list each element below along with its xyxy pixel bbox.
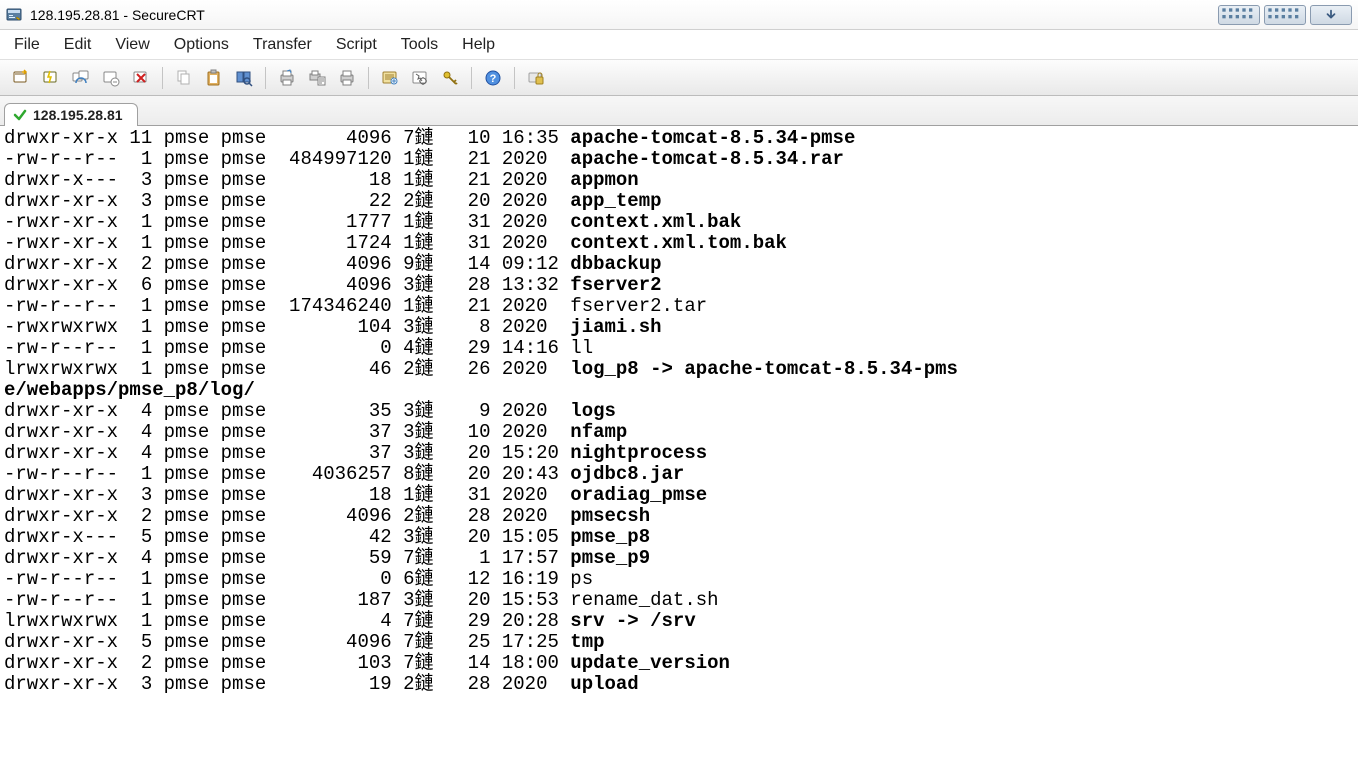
window-dropdown-icon[interactable] [1310, 5, 1352, 25]
listing-row: lrwxrwxrwx 1 pmse pmse 46 2鏈 26 2020 log… [4, 359, 1354, 380]
file-name: pmse_p9 [570, 547, 650, 569]
file-name: apache-tomcat-8.5.34.rar [570, 148, 844, 170]
menubar: File Edit View Options Transfer Script Tools He… [0, 30, 1358, 60]
listing-row: -rw-r--r-- 1 pmse pmse 4036257 8鏈 20 20:… [4, 464, 1354, 485]
disconnect-icon[interactable] [98, 65, 124, 91]
listing-row: lrwxrwxrwx 1 pmse pmse 4 7鏈 29 20:28 srv… [4, 611, 1354, 632]
listing-row: -rw-r--r-- 1 pmse pmse 484997120 1鏈 21 2… [4, 149, 1354, 170]
listing-row: drwxr-x--- 5 pmse pmse 42 3鏈 20 15:05 pm… [4, 527, 1354, 548]
file-name: log_p8 -> apache-tomcat-8.5.34-pms [570, 358, 958, 380]
toolbar-separator [471, 67, 472, 89]
file-name: dbbackup [570, 253, 661, 275]
file-name: srv -> /srv [570, 610, 695, 632]
file-name: apache-tomcat-8.5.34-pmse [570, 127, 855, 149]
file-name: jiami.sh [570, 316, 661, 338]
listing-row: drwxr-xr-x 5 pmse pmse 4096 7鏈 25 17:25 … [4, 632, 1354, 653]
menu-tools[interactable]: Tools [401, 36, 438, 54]
print-icon[interactable] [274, 65, 300, 91]
file-name: nightprocess [570, 442, 707, 464]
listing-row: -rwxr-xr-x 1 pmse pmse 1724 1鏈 31 2020 c… [4, 233, 1354, 254]
toolbar-separator [162, 67, 163, 89]
menu-file[interactable]: File [14, 36, 40, 54]
file-name: logs [570, 400, 616, 422]
file-name: app_temp [570, 190, 661, 212]
reconnect-icon[interactable] [68, 65, 94, 91]
window-controls [1218, 5, 1352, 25]
listing-row: drwxr-xr-x 4 pmse pmse 37 3鏈 20 15:20 ni… [4, 443, 1354, 464]
app-icon [6, 7, 22, 23]
file-name: rename_dat.sh [570, 589, 718, 611]
terminal-output[interactable]: drwxr-xr-x 11 pmse pmse 4096 7鏈 10 16:35… [0, 126, 1358, 780]
file-name: tmp [570, 631, 604, 653]
listing-row: drwxr-xr-x 3 pmse pmse 19 2鏈 28 2020 upl… [4, 674, 1354, 695]
listing-row: drwxr-xr-x 6 pmse pmse 4096 3鏈 28 13:32 … [4, 275, 1354, 296]
menu-script[interactable]: Script [336, 36, 377, 54]
file-name: fserver2.tar [570, 295, 707, 317]
help-icon[interactable]: ? [480, 65, 506, 91]
printer-icon[interactable] [334, 65, 360, 91]
connected-icon [13, 108, 27, 122]
listing-row: -rw-r--r-- 1 pmse pmse 187 3鏈 20 15:53 r… [4, 590, 1354, 611]
listing-row: -rwxr-xr-x 1 pmse pmse 1777 1鏈 31 2020 c… [4, 212, 1354, 233]
file-name: ps [570, 568, 593, 590]
key-icon[interactable] [437, 65, 463, 91]
titlebar: 128.195.28.81 - SecureCRT [0, 0, 1358, 30]
file-name: context.xml.bak [570, 211, 741, 233]
window-grip-1[interactable] [1218, 5, 1260, 25]
menu-edit[interactable]: Edit [64, 36, 92, 54]
lock-icon[interactable] [523, 65, 549, 91]
toolbar-separator [514, 67, 515, 89]
listing-row: drwxr-xr-x 4 pmse pmse 59 7鏈 1 17:57 pms… [4, 548, 1354, 569]
listing-row: drwxr-xr-x 3 pmse pmse 18 1鏈 31 2020 ora… [4, 485, 1354, 506]
disconnect-all-icon[interactable] [128, 65, 154, 91]
toolbar-separator [368, 67, 369, 89]
file-name: update_version [570, 652, 730, 674]
print-setup-icon[interactable] [304, 65, 330, 91]
listing-row: -rwxrwxrwx 1 pmse pmse 104 3鏈 8 2020 jia… [4, 317, 1354, 338]
window-grip-2[interactable] [1264, 5, 1306, 25]
listing-row: -rw-r--r-- 1 pmse pmse 174346240 1鏈 21 2… [4, 296, 1354, 317]
settings-icon[interactable] [407, 65, 433, 91]
listing-row: drwxr-xr-x 2 pmse pmse 4096 9鏈 14 09:12 … [4, 254, 1354, 275]
listing-row: -rw-r--r-- 1 pmse pmse 0 6鏈 12 16:19 ps [4, 569, 1354, 590]
listing-row: drwxr-xr-x 2 pmse pmse 4096 2鏈 28 2020 p… [4, 506, 1354, 527]
toolbar-separator [265, 67, 266, 89]
toolbar: ? [0, 60, 1358, 96]
options-icon[interactable] [377, 65, 403, 91]
listing-wrap: e/webapps/pmse_p8/log/ [4, 380, 1354, 401]
paste-icon[interactable] [201, 65, 227, 91]
file-name: pmsecsh [570, 505, 650, 527]
quick-connect-icon[interactable] [38, 65, 64, 91]
listing-row: drwxr-xr-x 3 pmse pmse 22 2鏈 20 2020 app… [4, 191, 1354, 212]
svg-text:?: ? [490, 73, 497, 85]
file-name: appmon [570, 169, 638, 191]
menu-options[interactable]: Options [174, 36, 229, 54]
file-name: pmse_p8 [570, 526, 650, 548]
file-name: upload [570, 673, 638, 695]
listing-row: drwxr-x--- 3 pmse pmse 18 1鏈 21 2020 app… [4, 170, 1354, 191]
copy-icon[interactable] [171, 65, 197, 91]
window-title: 128.195.28.81 - SecureCRT [30, 7, 205, 23]
menu-view[interactable]: View [115, 36, 149, 54]
file-name: ll [570, 337, 593, 359]
file-name: context.xml.tom.bak [570, 232, 787, 254]
listing-row: drwxr-xr-x 2 pmse pmse 103 7鏈 14 18:00 u… [4, 653, 1354, 674]
listing-row: drwxr-xr-x 4 pmse pmse 35 3鏈 9 2020 logs [4, 401, 1354, 422]
tabbar: 128.195.28.81 [0, 96, 1358, 126]
file-name: ojdbc8.jar [570, 463, 684, 485]
file-name: nfamp [570, 421, 627, 443]
listing-row: drwxr-xr-x 11 pmse pmse 4096 7鏈 10 16:35… [4, 128, 1354, 149]
new-session-icon[interactable] [8, 65, 34, 91]
find-icon[interactable] [231, 65, 257, 91]
tab-label: 128.195.28.81 [33, 107, 123, 123]
file-name: oradiag_pmse [570, 484, 707, 506]
file-name: fserver2 [570, 274, 661, 296]
menu-help[interactable]: Help [462, 36, 495, 54]
listing-row: -rw-r--r-- 1 pmse pmse 0 4鏈 29 14:16 ll [4, 338, 1354, 359]
menu-transfer[interactable]: Transfer [253, 36, 312, 54]
session-tab[interactable]: 128.195.28.81 [4, 103, 138, 126]
listing-row: drwxr-xr-x 4 pmse pmse 37 3鏈 10 2020 nfa… [4, 422, 1354, 443]
